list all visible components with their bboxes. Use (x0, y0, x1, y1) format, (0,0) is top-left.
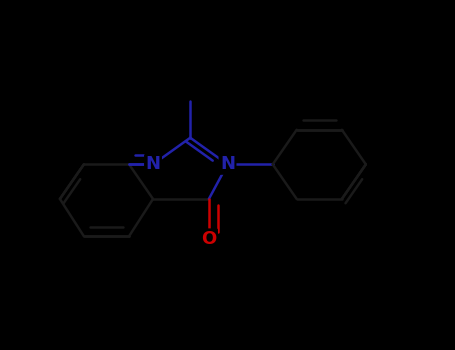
Text: O: O (201, 230, 217, 248)
Text: N: N (146, 155, 161, 173)
Text: N: N (220, 155, 235, 173)
